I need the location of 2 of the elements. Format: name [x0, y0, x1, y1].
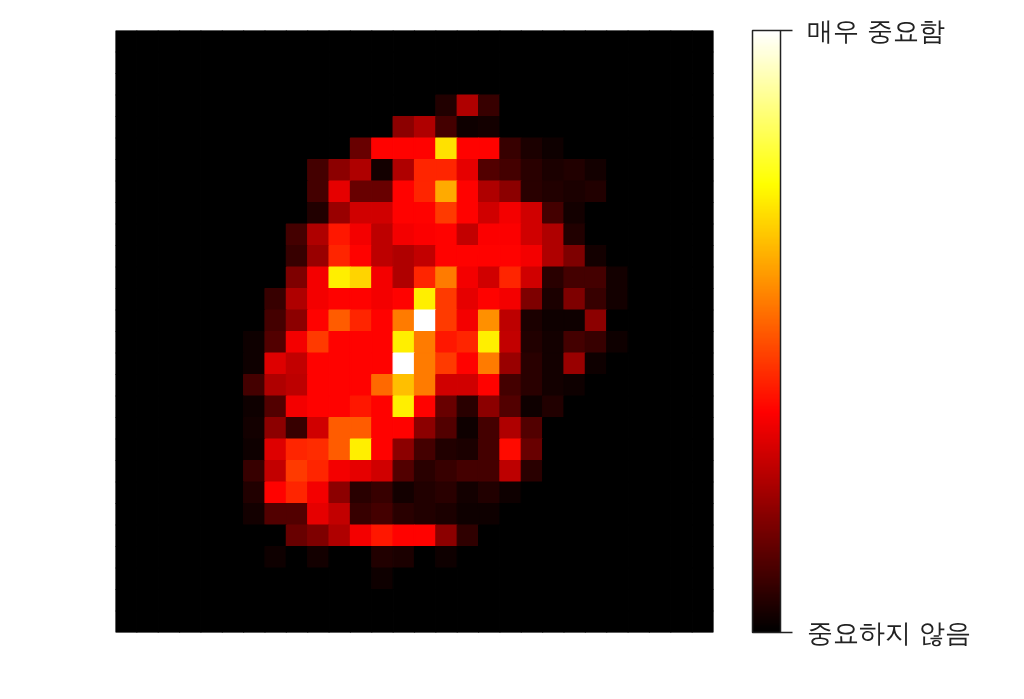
color-bar-label: 매우 중요함	[806, 15, 945, 46]
color-bar-label: 중요하지 않음	[806, 617, 971, 648]
